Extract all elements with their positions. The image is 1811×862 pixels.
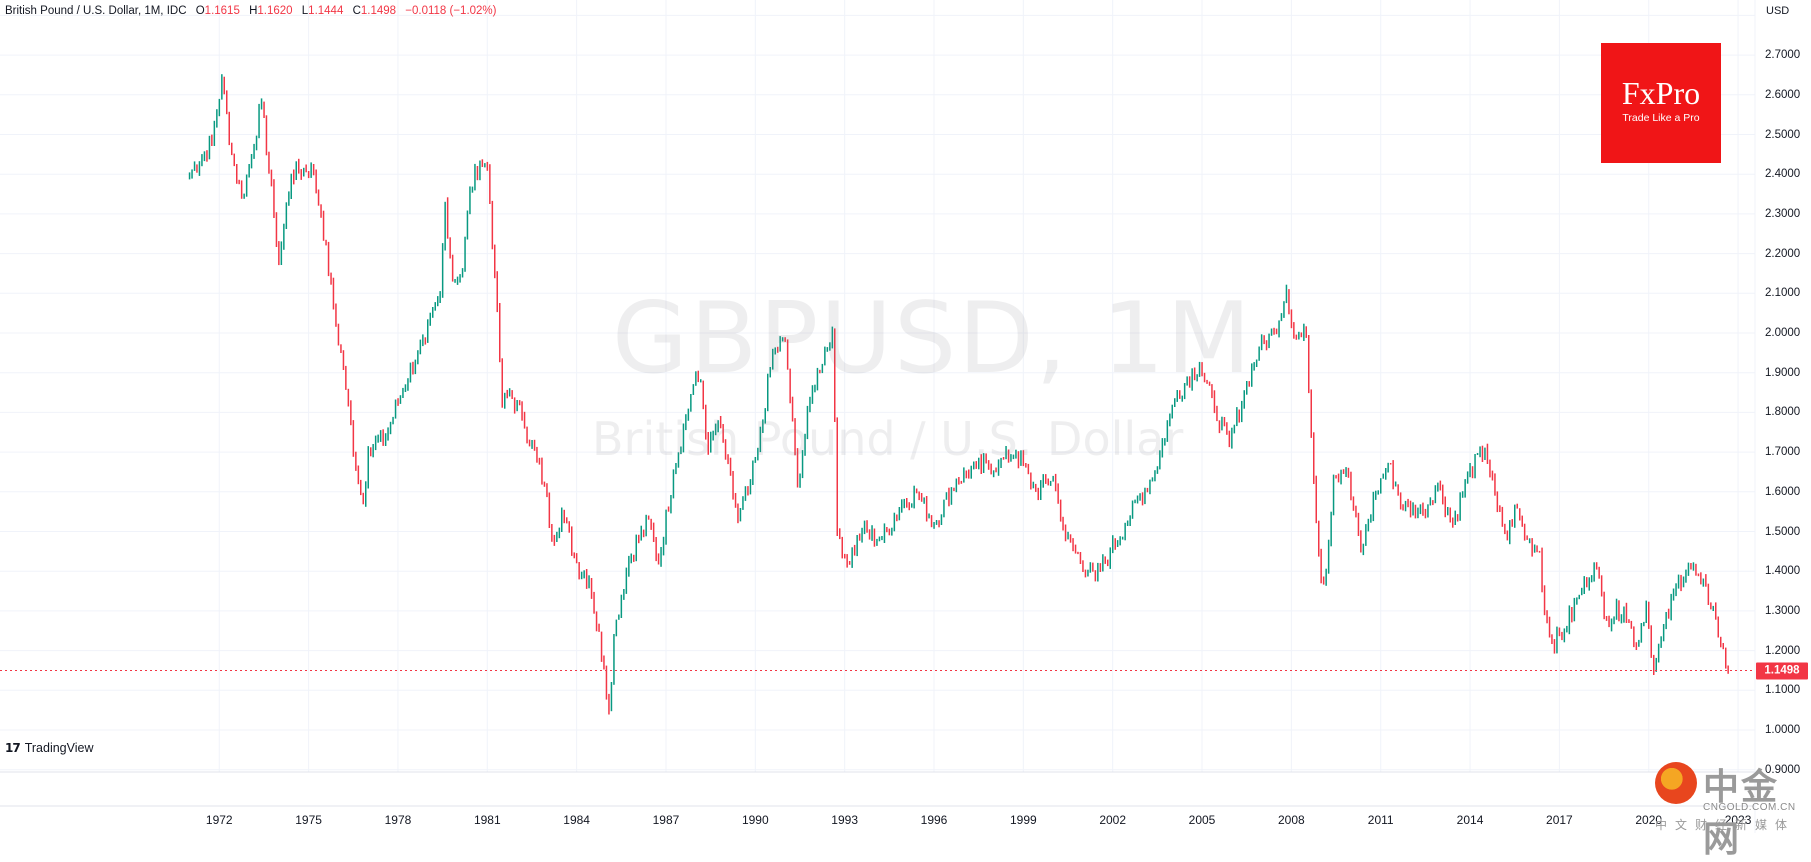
- tradingview-label: TradingView: [24, 741, 94, 755]
- price-tick: 2.4000: [1765, 168, 1801, 181]
- high-value: 1.1620: [257, 5, 293, 17]
- high-label: H: [249, 5, 258, 17]
- cngold-name: 中金网: [1703, 767, 1780, 860]
- year-tick: 1990: [741, 813, 769, 827]
- tradingview-logo[interactable]: 17 TradingView: [5, 741, 94, 755]
- price-tick: 1.6000: [1765, 485, 1801, 498]
- price-tick: 1.5000: [1765, 525, 1801, 538]
- year-tick: 2017: [1546, 813, 1573, 827]
- price-tick: 2.1000: [1765, 287, 1801, 300]
- year-tick: 1996: [920, 813, 948, 827]
- price-tick: 1.2000: [1765, 644, 1801, 657]
- price-tick: 1.1000: [1765, 684, 1801, 697]
- fxpro-name: FxPro: [1621, 75, 1701, 111]
- price-tick: 1.8000: [1765, 406, 1801, 419]
- year-tick: 2020: [1635, 813, 1663, 827]
- year-tick: 1987: [652, 813, 680, 827]
- cngold-domain: CNGOLD.COM.CN: [1703, 802, 1796, 813]
- price-tick: 2.7000: [1765, 49, 1801, 62]
- open-value: 1.1615: [204, 5, 240, 17]
- currency-label[interactable]: USD: [1766, 5, 1790, 17]
- price-tick: 2.0000: [1765, 327, 1801, 339]
- year-tick: 2023: [1724, 813, 1752, 827]
- chart-canvas[interactable]: [0, 0, 1811, 833]
- price-tick: 1.4000: [1765, 565, 1801, 578]
- year-tick: 1972: [205, 813, 233, 827]
- price-tick: 1.7000: [1765, 446, 1801, 459]
- tradingview-icon: 17: [5, 741, 21, 755]
- year-tick: 1978: [384, 813, 412, 827]
- year-tick: 1981: [473, 813, 501, 827]
- watermark-title: GBPUSD, 1M: [612, 282, 1253, 396]
- year-tick: 1993: [831, 813, 859, 827]
- change-value: −0.0118 (−1.02%): [405, 5, 497, 17]
- low-label: L: [301, 5, 309, 17]
- grid-lines: [0, 0, 1755, 772]
- price-tick: 1.9000: [1765, 366, 1801, 379]
- year-tick: 2005: [1188, 813, 1216, 827]
- fxpro-logo: FxPro Trade Like a Pro: [1601, 43, 1721, 163]
- cngold-watermark: 中金网 CNGOLD.COM.CN 中文财经新媒体: [1655, 760, 1811, 860]
- cngold-subtitle: 中文财经新媒体: [1655, 818, 1796, 832]
- price-tick: 2.6000: [1765, 88, 1801, 101]
- symbol-description[interactable]: British Pound / U.S. Dollar, 1M, IDC: [5, 5, 187, 17]
- price-tick: 1.0000: [1765, 724, 1801, 736]
- price-tick: 1.3000: [1765, 604, 1801, 617]
- year-tick: 2011: [1367, 813, 1394, 827]
- fxpro-tagline: Trade Like a Pro: [1622, 112, 1700, 124]
- year-tick: 2014: [1456, 813, 1484, 827]
- year-tick: 1984: [563, 813, 590, 827]
- cngold-icon: [1655, 762, 1697, 804]
- watermark-subtitle: British Pound / U.S. Dollar: [592, 412, 1184, 466]
- close-label: C: [352, 5, 361, 17]
- price-tick: 2.5000: [1765, 128, 1801, 141]
- low-value: 1.1444: [308, 5, 344, 17]
- year-tick: 1975: [295, 813, 322, 827]
- close-value: 1.1498: [360, 5, 397, 17]
- year-tick: 2008: [1278, 813, 1305, 827]
- candlestick-series: [188, 74, 1729, 715]
- price-tick: 0.9000: [1765, 763, 1801, 776]
- open-label: O: [195, 5, 205, 17]
- last-price-badge: 1.1498: [1756, 662, 1808, 680]
- price-tick: 2.2000: [1765, 247, 1801, 260]
- ohlc-legend: British Pound / U.S. Dollar, 1M, IDC O1.…: [5, 5, 496, 17]
- year-tick: 2002: [1099, 813, 1127, 827]
- year-tick: 1999: [1009, 813, 1037, 827]
- price-tick: 2.3000: [1765, 207, 1801, 220]
